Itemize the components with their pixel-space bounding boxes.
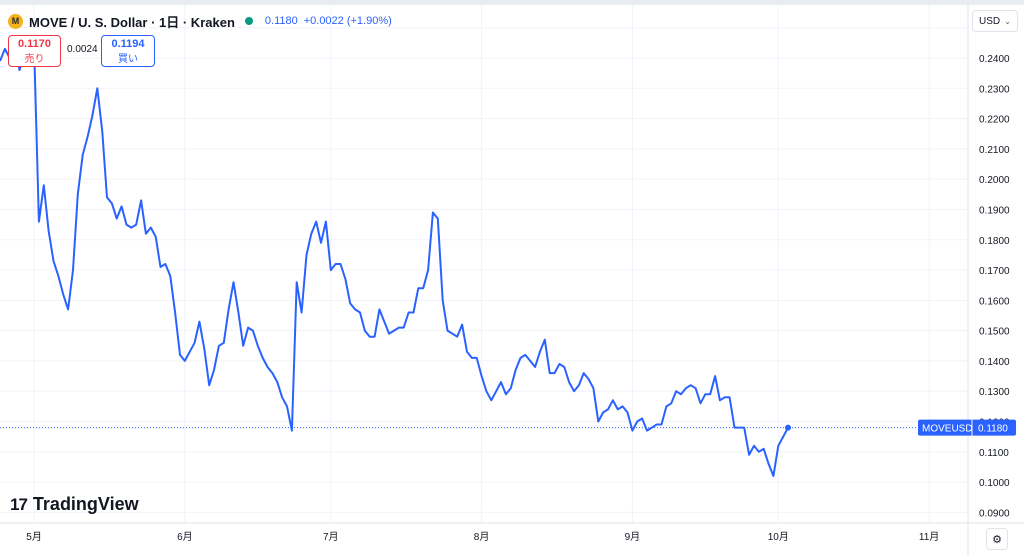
sell-label: 売り: [24, 53, 45, 65]
x-tick-label: 6月: [177, 531, 193, 543]
buy-label: 買い: [118, 53, 138, 65]
y-tick-label: 0.0900: [979, 508, 1010, 519]
y-tick-label: 0.1400: [979, 357, 1010, 368]
y-tick-label: 0.1500: [979, 327, 1010, 338]
y-tick-label: 0.2300: [979, 84, 1010, 95]
spread-value: 0.0024: [67, 44, 98, 55]
symbol-header: M MOVE / U. S. Dollar · 1日 · Kraken 0.11…: [8, 12, 392, 30]
y-tick-label: 0.1600: [979, 296, 1010, 307]
market-status-dot-icon: [244, 17, 253, 25]
price-tag-background: [918, 419, 1016, 436]
tradingview-logo[interactable]: 17 TradingView: [10, 494, 139, 515]
symbol-title[interactable]: MOVE / U. S. Dollar · 1日 · Kraken: [29, 14, 235, 30]
price-series-line: [0, 38, 789, 477]
buy-button[interactable]: 0.1194 買い: [101, 35, 155, 67]
y-tick-label: 0.1000: [979, 478, 1010, 489]
move-logo-icon: M: [8, 13, 23, 29]
buy-price: 0.1194: [111, 37, 145, 50]
y-tick-label: 0.1100: [979, 448, 1009, 459]
tradingview-wordmark: TradingView: [32, 494, 139, 514]
x-tick-label: 5月: [26, 531, 42, 543]
price-change: +0.0022 (+1.90%): [303, 15, 392, 27]
y-tick-label: 0.1700: [979, 266, 1010, 277]
sell-price: 0.1170: [17, 37, 52, 50]
y-tick-label: 0.2200: [979, 115, 1010, 126]
x-tick-label: 10月: [768, 531, 789, 543]
y-tick-label: 0.2000: [979, 175, 1010, 186]
price-tag-symbol: MOVEUSD: [922, 424, 973, 435]
tradingview-mark-icon: 17: [10, 494, 28, 514]
x-tick-label: 8月: [474, 531, 490, 543]
gear-icon[interactable]: ⚙: [986, 528, 1008, 550]
y-tick-label: 0.2100: [979, 145, 1010, 156]
x-tick-label: 9月: [625, 531, 641, 543]
chevron-down-icon: ⌄: [1004, 16, 1011, 26]
y-tick-label: 0.2400: [979, 54, 1010, 65]
price-tag-value: 0.1180: [978, 424, 1008, 435]
top-border: [0, 0, 1024, 5]
last-price-point: [785, 424, 792, 431]
currency-value: USD: [979, 15, 1001, 27]
y-tick-label: 0.1300: [979, 387, 1010, 398]
x-tick-label: 7月: [323, 531, 339, 543]
y-tick-label: 0.1900: [979, 205, 1010, 216]
y-tick-label: 0.1800: [979, 236, 1010, 247]
x-tick-label: 11月: [919, 531, 939, 543]
sell-button[interactable]: 0.1170 売り: [8, 35, 61, 67]
currency-selector[interactable]: USD ⌄: [972, 10, 1018, 32]
last-price: 0.1180: [264, 15, 298, 27]
